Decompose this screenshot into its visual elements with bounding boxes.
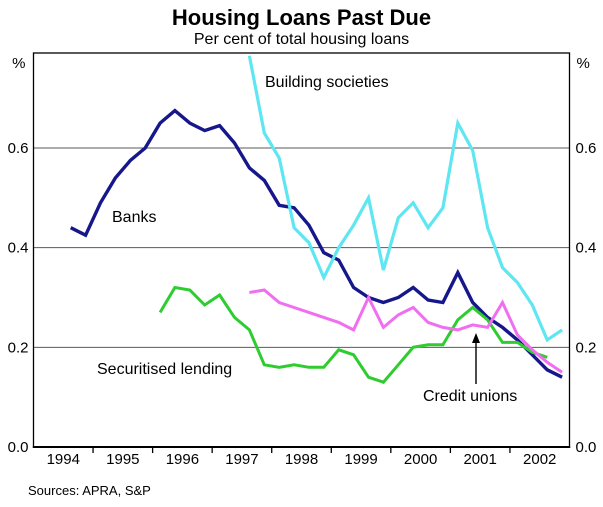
y-tick-label-left-0.2: 0.2 <box>8 339 29 356</box>
y-axis-unit-left: % <box>12 55 25 72</box>
y-tick-label-right-0.4: 0.4 <box>576 240 597 257</box>
y-tick-label-left-0.0: 0.0 <box>8 439 29 456</box>
x-tick-label-1994: 1994 <box>47 451 80 468</box>
y-tick-label-right-0.6: 0.6 <box>576 140 597 157</box>
series-label-banks: Banks <box>112 209 156 226</box>
series-label-credit-unions: Credit unions <box>423 388 517 405</box>
y-tick-label-right-0.0: 0.0 <box>576 439 597 456</box>
x-tick-label-2000: 2000 <box>404 451 437 468</box>
x-tick-label-2002: 2002 <box>523 451 556 468</box>
series-label-securitised-lending: Securitised lending <box>97 361 232 378</box>
x-tick-label-1997: 1997 <box>225 451 258 468</box>
x-tick-label-1999: 1999 <box>344 451 377 468</box>
chart-subtitle: Per cent of total housing loans <box>193 31 410 48</box>
y-tick-label-right-0.2: 0.2 <box>576 339 597 356</box>
series-line-building-societies <box>247 55 563 343</box>
x-tick-label-2001: 2001 <box>463 451 496 468</box>
y-tick-label-left-0.6: 0.6 <box>8 140 29 157</box>
series-line-banks <box>69 108 563 379</box>
x-tick-label-1995: 1995 <box>106 451 139 468</box>
x-tick-label-1998: 1998 <box>285 451 318 468</box>
sources-note: Sources: APRA, S&P <box>28 483 151 498</box>
credit-unions-arrowhead <box>472 333 480 343</box>
series-label-building-societies: Building societies <box>265 74 389 91</box>
series-line-securitised-lending <box>158 285 548 384</box>
y-axis-unit-right: % <box>577 55 590 72</box>
x-tick-label-1996: 1996 <box>166 451 199 468</box>
chart-title: Housing Loans Past Due <box>171 5 432 30</box>
series-line-credit-unions <box>249 288 563 374</box>
y-tick-label-left-0.4: 0.4 <box>8 240 29 257</box>
